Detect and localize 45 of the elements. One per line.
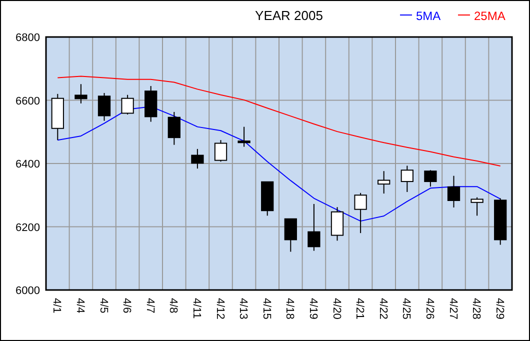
x-tick-label: 4/27 [446,298,459,320]
chart-title: YEAR 2005 [255,8,323,23]
candlestick [354,192,367,234]
legend-label: 5MA [416,9,441,23]
x-tick-label: 4/19 [306,298,319,320]
x-tick-label: 4/6 [120,298,133,314]
candlestick [308,203,320,252]
candlestick [74,84,88,104]
x-tick-label: 4/29 [493,298,506,320]
candlestick [447,175,460,208]
x-tick-label: 4/26 [423,298,436,320]
x-tick-label: 4/28 [470,298,482,320]
candlestick [238,126,250,148]
x-tick-label: 4/13 [237,298,250,320]
x-tick-label: 4/12 [214,298,226,320]
x-tick-label: 4/20 [330,298,342,320]
candlestick [98,92,111,122]
x-tick-label: 4/18 [284,298,296,320]
y-tick-label: 6800 [16,32,40,44]
y-tick-label: 6000 [16,285,40,297]
y-tick-label: 6400 [16,158,40,170]
y-tick-label: 6200 [16,222,40,234]
x-tick-label: 4/25 [400,298,412,320]
candlestick [378,170,390,194]
x-tick-label: 4/11 [190,298,202,319]
y-tick-label: 6600 [16,95,40,108]
candlestick [284,218,297,252]
x-tick-label: 4/1 [50,298,63,314]
candlestick [214,140,228,162]
x-tick-label: 4/22 [376,298,389,320]
candlestick [121,94,134,115]
x-tick-label: 4/7 [144,298,156,314]
candlestick [168,111,180,146]
x-tick-label: 4/15 [260,298,272,320]
line-series [57,76,501,167]
candlestick [470,196,484,216]
candlestick [400,165,414,192]
x-tick-label: 4/21 [354,298,366,320]
candlestick [330,206,344,242]
candlestick [191,148,204,170]
x-tick-label: 4/8 [167,298,180,314]
x-tick-label: 4/4 [74,298,86,314]
x-tick-label: 4/5 [97,298,110,314]
candlestick [424,170,437,188]
legend-label: 25MA [474,9,506,23]
